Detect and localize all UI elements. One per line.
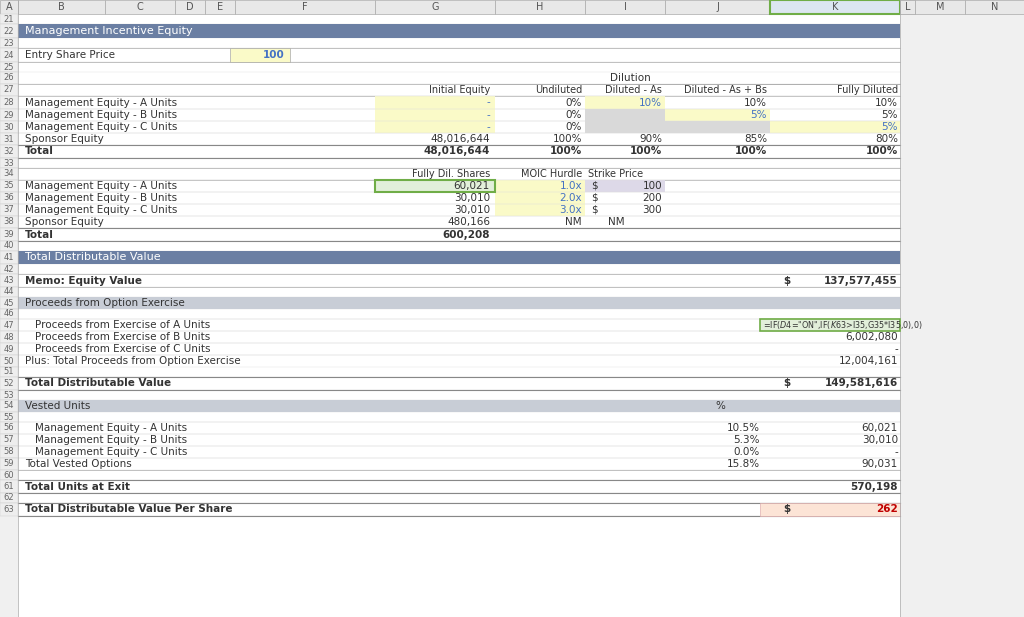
FancyBboxPatch shape	[900, 0, 915, 14]
Text: A: A	[6, 2, 12, 12]
Text: 300: 300	[642, 205, 662, 215]
FancyBboxPatch shape	[105, 0, 175, 14]
FancyBboxPatch shape	[0, 192, 18, 204]
Text: 28: 28	[4, 98, 14, 107]
Text: Management Equity - B Units: Management Equity - B Units	[25, 193, 177, 203]
Text: 44: 44	[4, 288, 14, 297]
FancyBboxPatch shape	[0, 355, 18, 367]
Text: 48,016,644: 48,016,644	[424, 146, 490, 157]
Text: 61: 61	[4, 482, 14, 491]
FancyBboxPatch shape	[230, 48, 290, 62]
Text: 39: 39	[4, 230, 14, 239]
Text: Vested Units: Vested Units	[25, 401, 90, 411]
Text: 51: 51	[4, 368, 14, 376]
Text: 90,031: 90,031	[862, 459, 898, 469]
Text: MOIC Hurdle: MOIC Hurdle	[521, 169, 582, 179]
Text: 10%: 10%	[744, 97, 767, 107]
Text: 60,021: 60,021	[454, 181, 490, 191]
Text: Proceeds from Exercise of A Units: Proceeds from Exercise of A Units	[35, 320, 210, 330]
FancyBboxPatch shape	[0, 331, 18, 343]
FancyBboxPatch shape	[0, 422, 18, 434]
Text: 100%: 100%	[550, 146, 582, 157]
Text: 21: 21	[4, 15, 14, 23]
FancyBboxPatch shape	[234, 0, 375, 14]
FancyBboxPatch shape	[0, 377, 18, 390]
Text: %: %	[715, 401, 725, 411]
Text: L: L	[905, 2, 910, 12]
FancyBboxPatch shape	[0, 145, 18, 158]
Text: 59: 59	[4, 460, 14, 468]
Text: Management Equity - A Units: Management Equity - A Units	[35, 423, 187, 433]
FancyBboxPatch shape	[0, 216, 18, 228]
Text: 36: 36	[4, 194, 14, 202]
Text: 90%: 90%	[639, 134, 662, 144]
FancyBboxPatch shape	[18, 251, 900, 264]
Text: 149,581,616: 149,581,616	[824, 378, 898, 389]
FancyBboxPatch shape	[0, 503, 18, 516]
FancyBboxPatch shape	[375, 0, 495, 14]
Text: Management Equity - C Units: Management Equity - C Units	[25, 205, 177, 215]
FancyBboxPatch shape	[965, 0, 1024, 14]
Text: 3.0x: 3.0x	[559, 205, 582, 215]
Text: Proceeds from Option Exercise: Proceeds from Option Exercise	[25, 298, 184, 308]
Text: -: -	[486, 97, 490, 107]
FancyBboxPatch shape	[0, 400, 18, 412]
FancyBboxPatch shape	[0, 62, 18, 72]
Text: Entry Share Price: Entry Share Price	[25, 50, 115, 60]
FancyBboxPatch shape	[0, 109, 18, 121]
Text: Total Distributable Value: Total Distributable Value	[25, 252, 161, 262]
Text: 24: 24	[4, 51, 14, 59]
Text: 53: 53	[4, 391, 14, 399]
Text: 47: 47	[4, 320, 14, 329]
Text: Plus: Total Proceeds from Option Exercise: Plus: Total Proceeds from Option Exercis…	[25, 356, 241, 366]
FancyBboxPatch shape	[0, 297, 18, 309]
FancyBboxPatch shape	[585, 180, 665, 192]
Text: 0%: 0%	[565, 122, 582, 132]
FancyBboxPatch shape	[375, 180, 495, 192]
Text: Fully Dil. Shares: Fully Dil. Shares	[412, 169, 490, 179]
FancyBboxPatch shape	[0, 367, 18, 377]
Text: 25: 25	[4, 62, 14, 72]
Text: 52: 52	[4, 379, 14, 388]
Text: $: $	[591, 181, 598, 191]
FancyBboxPatch shape	[0, 48, 18, 62]
FancyBboxPatch shape	[0, 390, 18, 400]
FancyBboxPatch shape	[495, 204, 585, 216]
Text: Sponsor Equity: Sponsor Equity	[25, 134, 103, 144]
Text: Proceeds from Exercise of C Units: Proceeds from Exercise of C Units	[35, 344, 211, 354]
FancyBboxPatch shape	[0, 96, 18, 109]
Text: $: $	[591, 193, 598, 203]
Text: 15.8%: 15.8%	[727, 459, 760, 469]
Text: 58: 58	[4, 447, 14, 457]
FancyBboxPatch shape	[0, 309, 18, 319]
Text: 0.0%: 0.0%	[734, 447, 760, 457]
Text: 60,021: 60,021	[862, 423, 898, 433]
FancyBboxPatch shape	[0, 72, 18, 84]
Text: 480,166: 480,166	[447, 217, 490, 227]
Text: 55: 55	[4, 413, 14, 421]
Text: -: -	[486, 122, 490, 132]
Text: 200: 200	[642, 193, 662, 203]
FancyBboxPatch shape	[495, 0, 585, 14]
Text: 5%: 5%	[751, 110, 767, 120]
Text: I: I	[624, 2, 627, 12]
FancyBboxPatch shape	[0, 180, 18, 192]
FancyBboxPatch shape	[585, 121, 665, 133]
Text: 10%: 10%	[639, 97, 662, 107]
Text: 31: 31	[4, 135, 14, 144]
Text: 35: 35	[4, 181, 14, 191]
FancyBboxPatch shape	[0, 343, 18, 355]
Text: Fully Diluted: Fully Diluted	[837, 85, 898, 95]
Text: 57: 57	[4, 436, 14, 444]
FancyBboxPatch shape	[915, 0, 965, 14]
Text: 137,577,455: 137,577,455	[824, 276, 898, 286]
Text: 54: 54	[4, 402, 14, 410]
FancyBboxPatch shape	[0, 470, 18, 480]
Text: Total Distributable Value Per Share: Total Distributable Value Per Share	[25, 505, 232, 515]
Text: 6,002,080: 6,002,080	[846, 332, 898, 342]
Text: 5%: 5%	[882, 122, 898, 132]
FancyBboxPatch shape	[760, 319, 900, 331]
Text: D: D	[186, 2, 194, 12]
FancyBboxPatch shape	[0, 121, 18, 133]
